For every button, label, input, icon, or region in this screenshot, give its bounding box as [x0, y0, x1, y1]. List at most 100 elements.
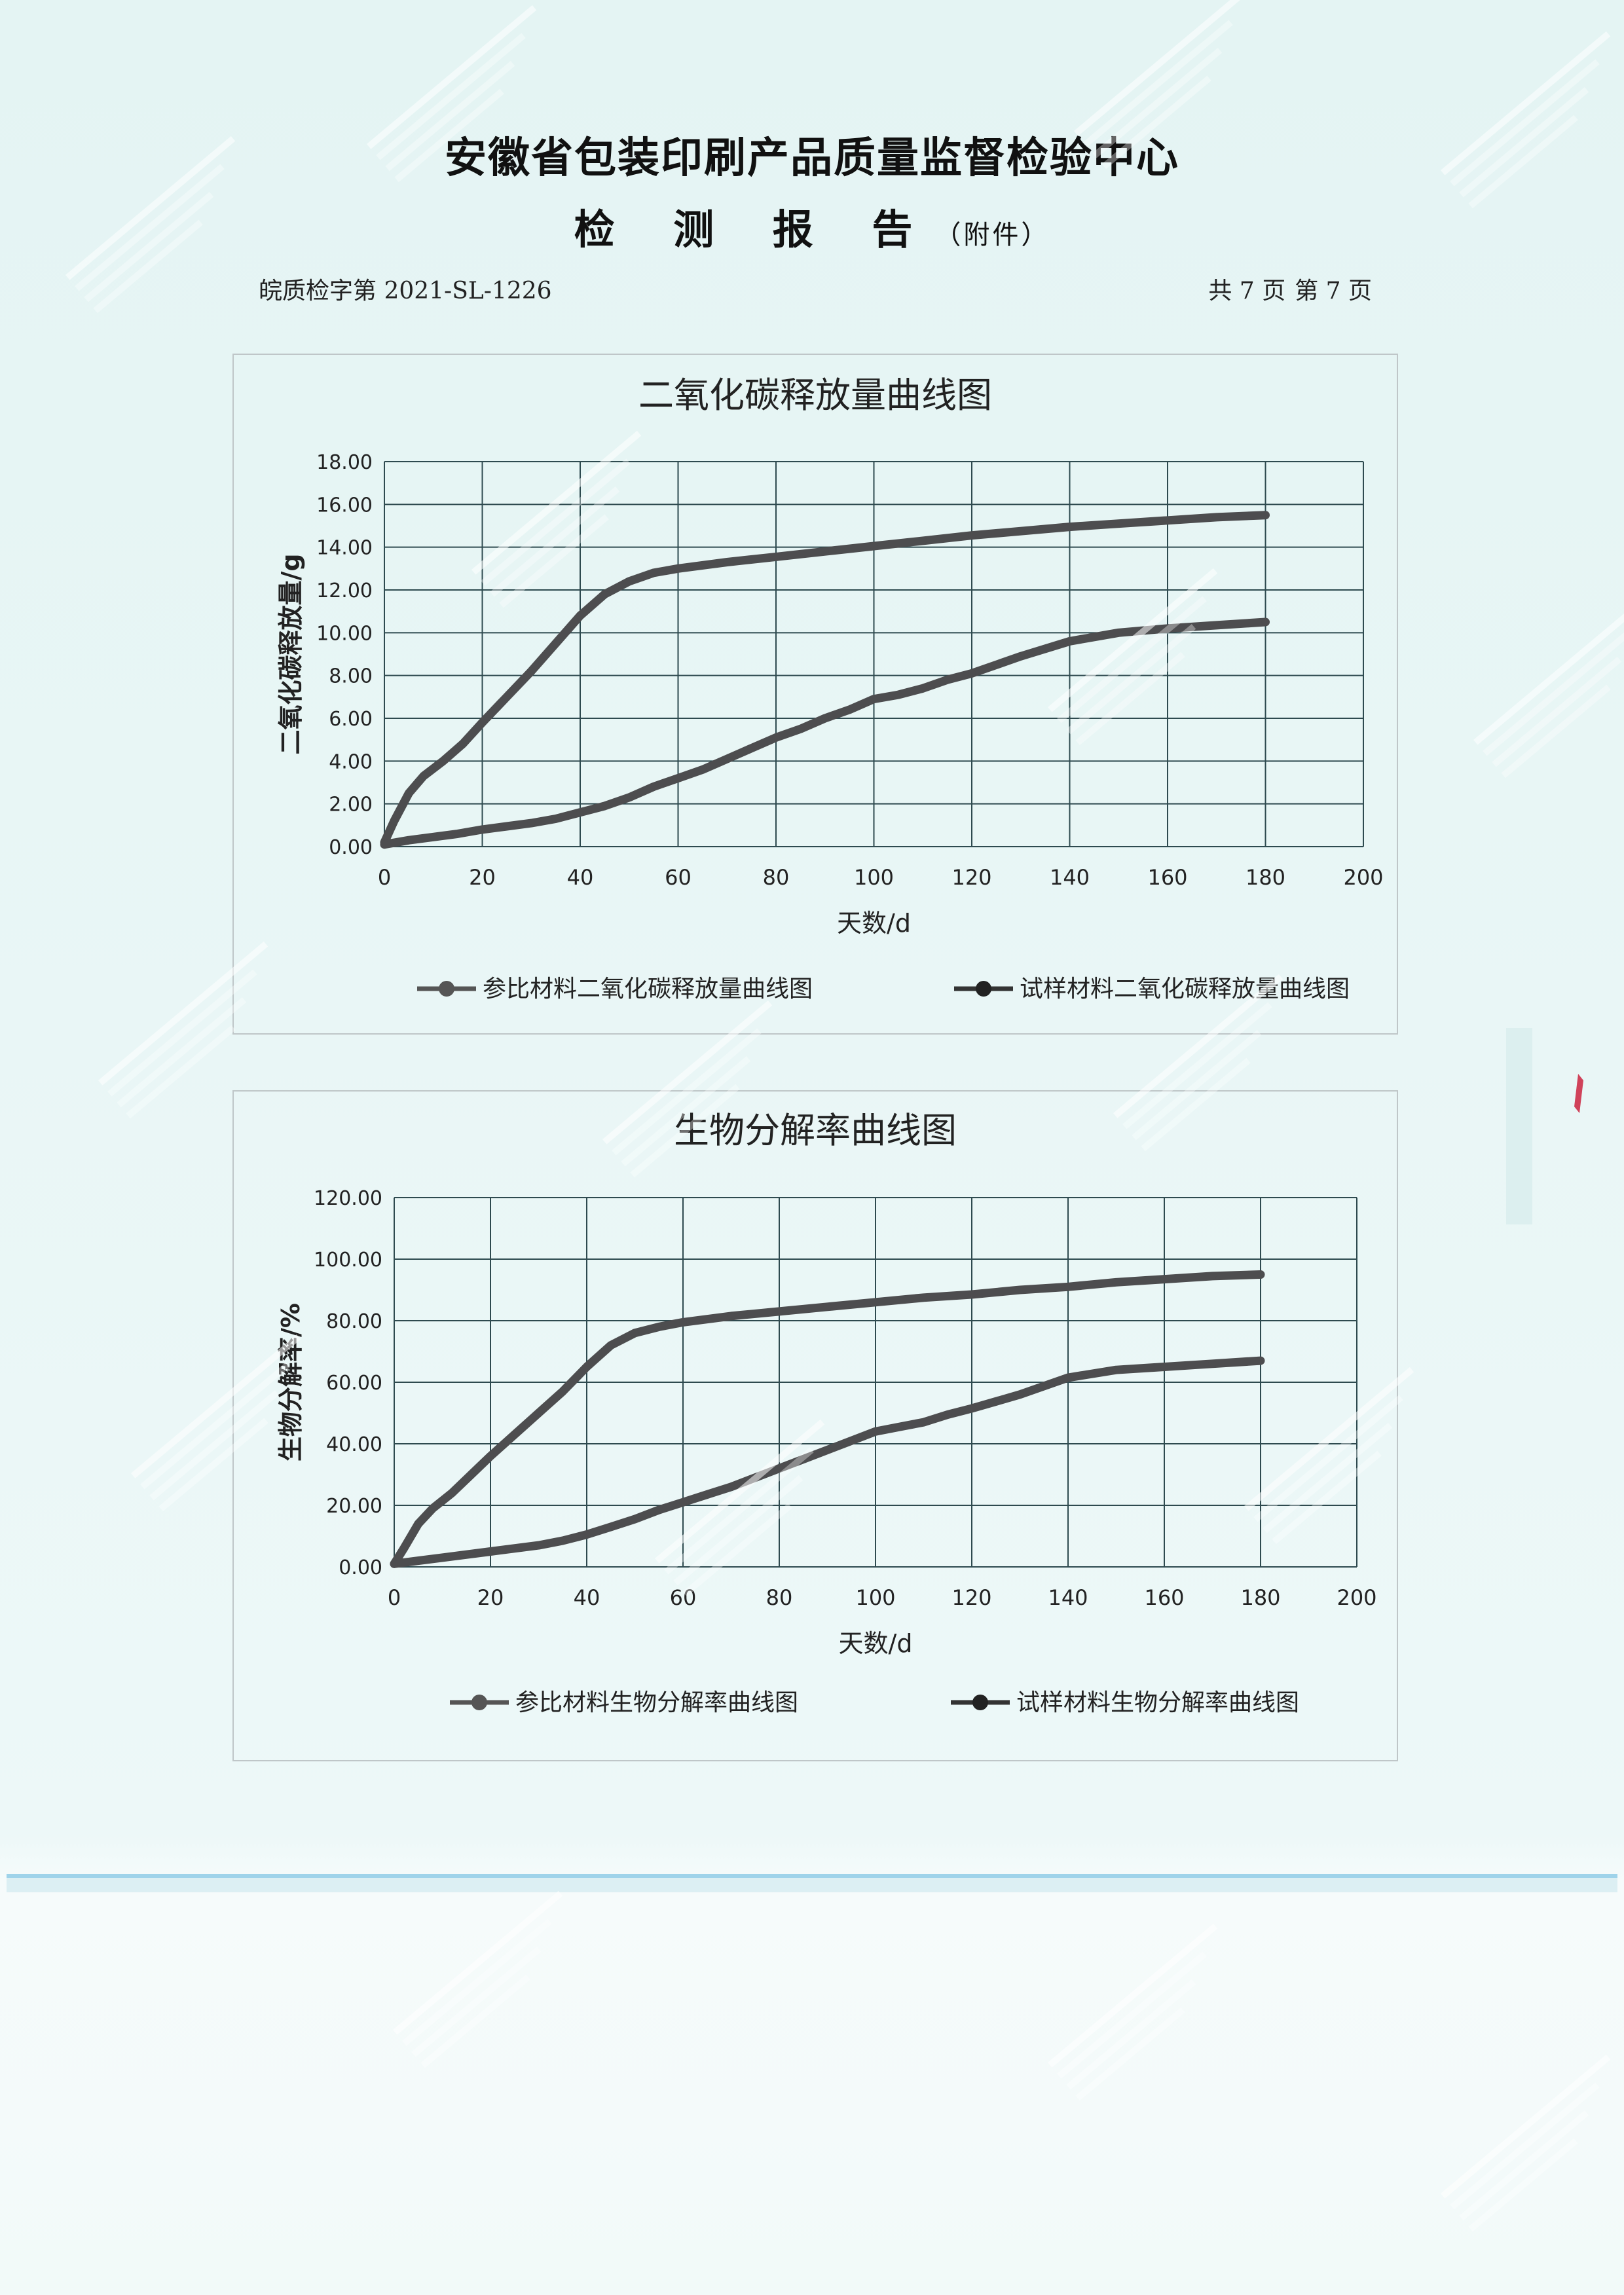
legend-swatch-marker [972, 1695, 988, 1710]
x-tick-label: 40 [574, 1585, 600, 1610]
chart-title: 生物分解率曲线图 [674, 1110, 957, 1151]
y-tick-label: 120.00 [314, 1187, 382, 1210]
data-point [399, 1544, 408, 1552]
data-point [775, 1307, 783, 1315]
right-edge-tab [1506, 1028, 1532, 1224]
data-point [439, 757, 447, 765]
data-point [1164, 516, 1172, 524]
y-axis-label: 二氧化碳释放量/g [276, 553, 305, 754]
data-point [943, 676, 951, 684]
data-point [650, 782, 658, 791]
data-point [727, 1482, 735, 1491]
data-point [772, 733, 780, 742]
data-point [1065, 523, 1074, 531]
x-tick-label: 180 [1246, 865, 1285, 890]
x-axis-label: 天数/d [837, 909, 911, 938]
data-point [583, 1530, 591, 1539]
series-line [390, 1356, 1265, 1568]
data-point [1016, 1390, 1024, 1399]
data-point [625, 793, 633, 801]
data-point [478, 825, 487, 834]
data-point [919, 1293, 928, 1302]
x-tick-label: 120 [951, 865, 991, 890]
data-point [551, 639, 560, 648]
red-seal-fragment [1574, 1074, 1583, 1113]
y-tick-label: 16.00 [316, 494, 373, 517]
data-point [655, 1506, 663, 1515]
data-point [772, 553, 780, 561]
data-point [600, 801, 609, 810]
data-point [655, 1323, 663, 1331]
data-point [894, 691, 902, 699]
data-point [1115, 519, 1123, 528]
co2-chart-panel: 二氧化碳释放量曲线图 0 20 40 60 80 100 120 140 160 180 200 0.0… [232, 354, 1398, 1035]
data-point [872, 1298, 879, 1306]
x-tick-label: 160 [1147, 865, 1187, 890]
data-point [583, 1363, 591, 1371]
x-tick-label: 80 [766, 1585, 793, 1610]
data-point [606, 1341, 615, 1349]
x-tick-label: 20 [469, 865, 496, 890]
y-tick-label: 2.00 [329, 794, 373, 817]
x-tick-label: 120 [951, 1585, 991, 1610]
legend-entry: 参比材料生物分解率曲线图 [515, 1689, 798, 1716]
x-tick-label: 0 [388, 1585, 401, 1610]
series-line [380, 617, 1270, 849]
data-point [870, 695, 878, 703]
data-point [1112, 1366, 1120, 1374]
data-point [405, 836, 413, 845]
report-title: 检 测 报 告（附件） [0, 196, 1624, 255]
organization-title: 安徽省包装印刷产品质量监督检验中心 [445, 134, 1179, 183]
data-point [872, 1427, 879, 1436]
y-tick-label: 80.00 [326, 1310, 382, 1333]
data-point [751, 1473, 760, 1482]
data-point [534, 1541, 543, 1550]
x-tick-label: 60 [665, 865, 692, 890]
x-tick-label: 60 [670, 1585, 697, 1610]
blue-band [7, 1874, 1617, 1878]
report-title-sub: （附件） [934, 220, 1050, 250]
data-point [650, 568, 658, 577]
data-point [727, 1312, 735, 1320]
data-point [823, 1446, 832, 1454]
data-point [1257, 1270, 1264, 1279]
data-point [478, 718, 487, 727]
legend-swatch-marker [976, 981, 991, 997]
data-point [796, 725, 805, 733]
y-axis-label: 生物分解率/% [276, 1303, 305, 1461]
data-point [799, 1455, 807, 1463]
y-tick-label: 6.00 [329, 708, 373, 731]
data-point [502, 822, 511, 830]
y-tick-label: 0.00 [329, 836, 373, 859]
data-point [428, 1504, 437, 1513]
data-point [895, 1423, 904, 1431]
data-point [448, 1489, 456, 1497]
total-pages: 共 7 页 [1208, 278, 1286, 304]
data-point [551, 815, 560, 823]
x-tick-label: 40 [567, 865, 594, 890]
legend-entry: 试样材料二氧化碳释放量曲线图 [1020, 976, 1350, 1002]
data-point [1208, 1272, 1217, 1280]
data-point [968, 531, 976, 540]
blue-band-shadow [7, 1878, 1617, 1892]
data-point [944, 1410, 952, 1419]
x-tick-label: 180 [1240, 1585, 1280, 1610]
data-point [487, 1452, 494, 1460]
data-point [919, 684, 927, 693]
x-tick-label: 0 [378, 865, 391, 890]
y-tick-label: 60.00 [326, 1372, 382, 1395]
page-info: 共 7 页第 7 页 [1199, 272, 1372, 306]
data-point [845, 705, 854, 714]
data-point [847, 1437, 856, 1445]
data-point [1212, 621, 1221, 629]
data-point [600, 590, 609, 598]
data-point [1208, 1359, 1217, 1368]
data-point [1065, 637, 1074, 646]
data-point [1016, 527, 1025, 536]
legend-swatch-marker [471, 1695, 487, 1710]
y-tick-label: 0.00 [339, 1556, 382, 1579]
y-tick-label: 10.00 [316, 622, 373, 645]
report-number: 皖质检字第 2021-SL-1226 [259, 278, 552, 304]
data-point [698, 765, 707, 774]
